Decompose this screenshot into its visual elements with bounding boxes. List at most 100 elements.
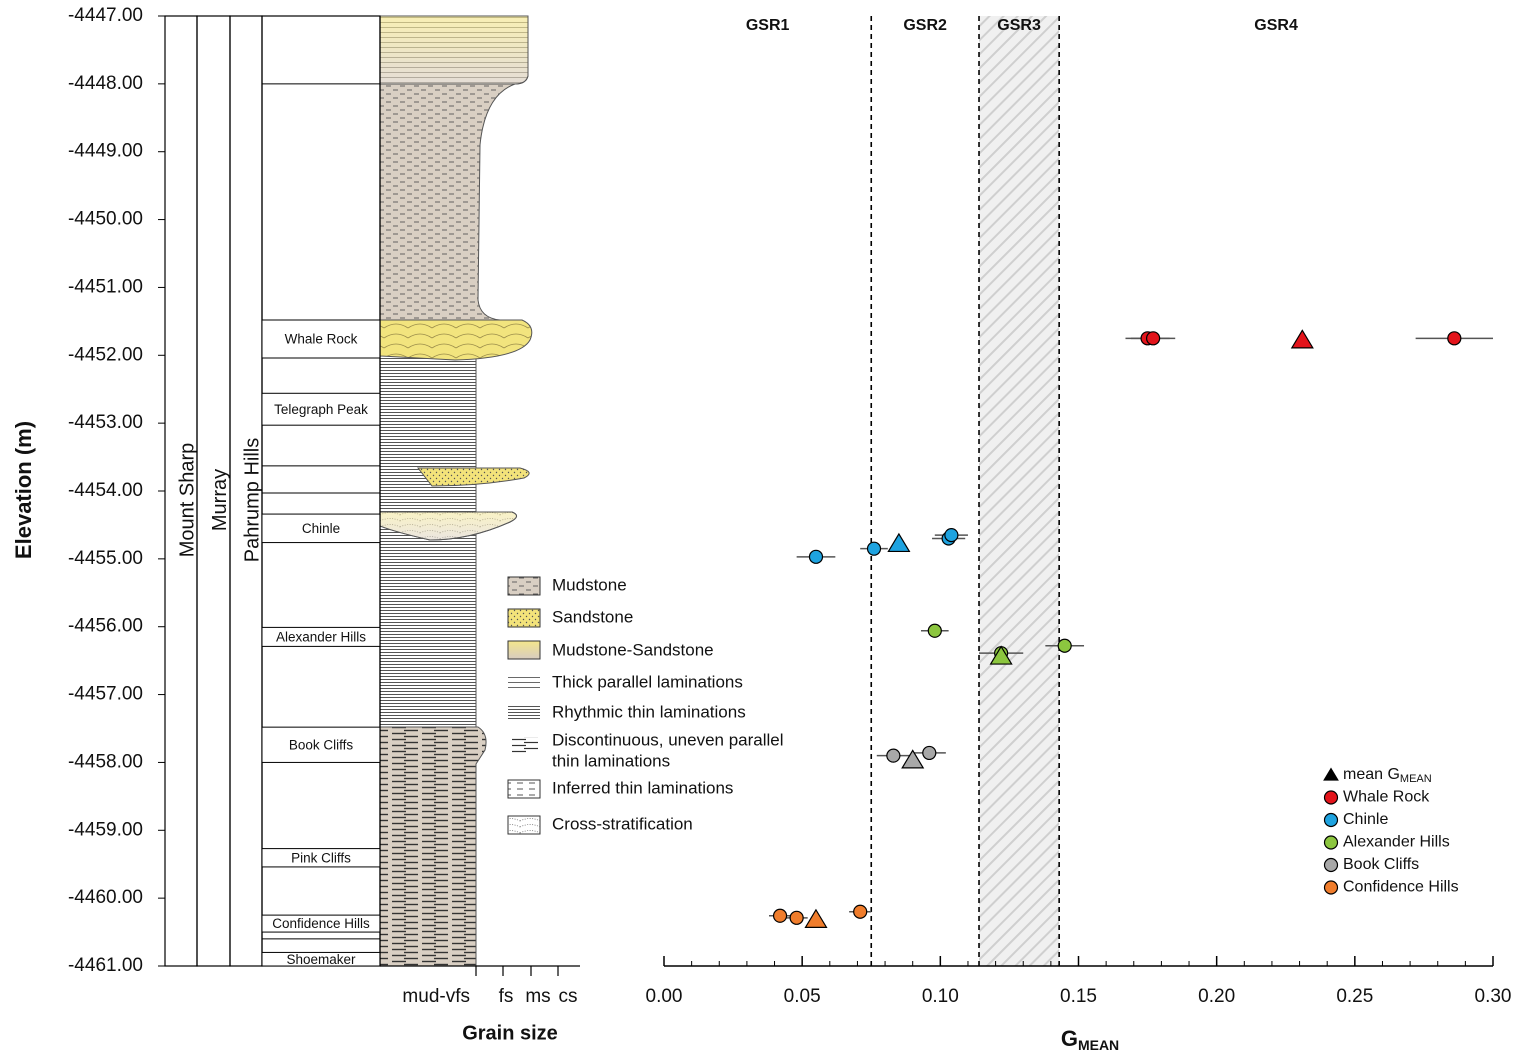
member-label: Book Cliffs (289, 737, 354, 752)
data-point (1448, 332, 1461, 345)
lithology-legend-label: Sandstone (552, 607, 633, 626)
member-label: Pink Cliffs (291, 850, 351, 865)
data-point (1058, 639, 1071, 652)
x-axis-title: GMEAN (1061, 1026, 1119, 1053)
x-tick-label: 0.20 (1198, 986, 1235, 1007)
lithology-legend-label: Discontinuous, uneven parallel (552, 730, 784, 749)
y-tick-label: -4460.00 (68, 887, 143, 908)
member-label: Telegraph Peak (274, 402, 368, 417)
data-point (868, 542, 881, 555)
swatch (508, 641, 540, 659)
data-point (854, 905, 867, 918)
data-point (923, 746, 936, 759)
legend-label: Confidence Hills (1343, 879, 1459, 896)
lithology-legend-swatches (508, 577, 540, 834)
data-point (887, 749, 900, 762)
y-axis-title: Elevation (m) (11, 421, 36, 559)
y-tick-label: -4454.00 (68, 480, 143, 501)
y-tick-label: -4457.00 (68, 684, 143, 705)
y-tick-label: -4450.00 (68, 209, 143, 230)
legend-marker (1325, 881, 1338, 894)
sandstone-lens (380, 320, 532, 360)
y-tick-label: -4459.00 (68, 819, 143, 840)
x-tick-label: 0.30 (1475, 986, 1512, 1007)
data-point (774, 909, 787, 922)
swatch (508, 609, 540, 627)
x-tick-label: 0.25 (1336, 986, 1373, 1007)
x-axis-title-main: G (1061, 1026, 1078, 1051)
discontinuous-bed (380, 727, 486, 966)
grain-size-title: Grain size (462, 1022, 558, 1044)
lithology-legend-label: Mudstone (552, 575, 627, 594)
swatch (508, 675, 540, 691)
grain-size-label: mud-vfs (402, 986, 470, 1007)
legend-label: mean GMEAN (1343, 766, 1432, 785)
mudstone-bed (380, 84, 515, 320)
swatch (508, 577, 540, 595)
swatch (508, 737, 540, 753)
lithology-legend-label: Rhythmic thin laminations (552, 702, 746, 721)
x-tick-label: 0.00 (646, 986, 683, 1007)
gsr-zone-hatch (979, 16, 1059, 966)
gsr-label: GSR3 (997, 17, 1041, 34)
legend-marker (1323, 768, 1339, 781)
legend-marker (1325, 814, 1338, 827)
laminations-overlay (380, 16, 528, 84)
y-tick-label: -4453.00 (68, 412, 143, 433)
y-tick-label: -4458.00 (68, 751, 143, 772)
lithology-legend-label: Mudstone-Sandstone (552, 640, 714, 659)
y-tick-label: -4451.00 (68, 276, 143, 297)
y-tick-label: -4448.00 (68, 73, 143, 94)
grain-size-label: cs (559, 986, 578, 1007)
grain-size-label: fs (499, 986, 514, 1007)
lithology-legend-label: Cross-stratification (552, 814, 693, 833)
figure: Elevation (m) Grain size -4447.00 -4448.0… (0, 0, 1535, 1057)
x-axis-title-sub: MEAN (1078, 1037, 1119, 1053)
legend-marker (1325, 836, 1338, 849)
legend-label: Alexander Hills (1343, 834, 1450, 851)
swatch (508, 816, 540, 834)
grain-size-label: ms (525, 986, 550, 1007)
swatch (508, 780, 540, 798)
data-point (945, 529, 958, 542)
unit-label: Murray (209, 469, 231, 531)
member-column (262, 16, 380, 966)
legend-marker (1325, 791, 1338, 804)
legend-label: Whale Rock (1343, 789, 1430, 806)
member-label: Alexander Hills (276, 629, 366, 644)
mean-marker (888, 534, 909, 552)
mean-marker (1292, 330, 1313, 348)
data-point (790, 911, 803, 924)
gsr-label: GSR2 (903, 17, 947, 34)
legend-label: Chinle (1343, 811, 1388, 828)
member-label: Chinle (302, 521, 340, 536)
lithology-legend-label: thin laminations (552, 751, 670, 770)
y-tick-label: -4452.00 (68, 344, 143, 365)
lithology-legend-label: Inferred thin laminations (552, 778, 733, 797)
y-tick-label: -4456.00 (68, 616, 143, 637)
y-tick-label: -4461.00 (68, 955, 143, 976)
mean-marker (805, 910, 826, 928)
gsr-label: GSR1 (746, 17, 790, 34)
data-point (809, 550, 822, 563)
y-tick-label: -4447.00 (68, 5, 143, 26)
data-point (928, 624, 941, 637)
legend-marker (1325, 859, 1338, 872)
member-label: Whale Rock (285, 332, 358, 347)
legend-label-sub: MEAN (1400, 773, 1432, 785)
sandstone-lens (418, 468, 529, 486)
member-label: Shoemaker (286, 952, 356, 967)
gsr-label: GSR4 (1254, 17, 1298, 34)
lithology-legend-label: Thick parallel laminations (552, 672, 743, 691)
member-label: Confidence Hills (272, 916, 370, 931)
x-tick-label: 0.05 (784, 986, 821, 1007)
data-point (1147, 332, 1160, 345)
x-tick-label: 0.10 (922, 986, 959, 1007)
legend-label: Book Cliffs (1343, 856, 1419, 873)
unit-label: Pahrump Hills (241, 438, 263, 562)
page: Elevation (m) Grain size -4447.00 -4448.0… (0, 0, 1535, 1057)
unit-label: Mount Sharp (176, 443, 198, 558)
x-tick-label: 0.15 (1060, 986, 1097, 1007)
y-tick-label: -4449.00 (68, 141, 143, 162)
y-tick-label: -4455.00 (68, 548, 143, 569)
